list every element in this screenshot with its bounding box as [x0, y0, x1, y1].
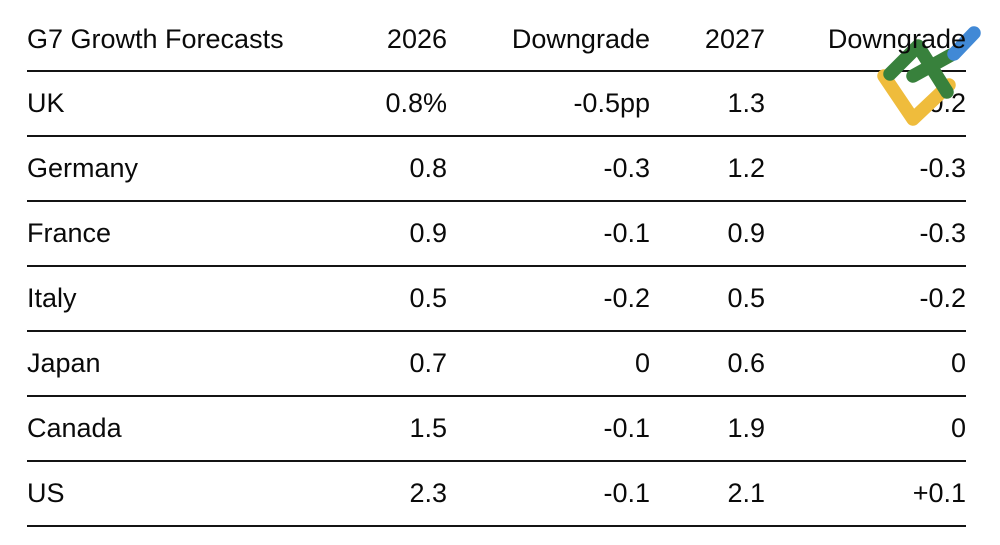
cell-downgrade-2027: +0.1 — [765, 461, 966, 527]
cell-country: Japan — [27, 331, 257, 397]
cell-2026: 2.3 — [257, 461, 447, 527]
cell-2026: 1.5 — [257, 396, 447, 462]
cell-2027: 0.6 — [650, 331, 765, 397]
cell-country: Germany — [27, 136, 257, 202]
table-title: G7 Growth Forecasts — [27, 9, 284, 72]
logo-green-diagonal-icon — [906, 48, 958, 83]
logo-yellow-check-icon — [877, 69, 956, 126]
cell-2027: 2.1 — [650, 461, 765, 527]
cell-2027: 1.3 — [650, 71, 765, 137]
cell-2026: 0.9 — [257, 201, 447, 267]
forecast-table: G7 Growth Forecasts 2026 Downgrade 2027 … — [27, 9, 966, 527]
table-row-germany: Germany 0.8 -0.3 1.2 -0.3 — [27, 136, 966, 202]
cell-country: France — [27, 201, 257, 267]
table-row-us: US 2.3 -0.1 2.1 +0.1 — [27, 461, 966, 527]
cell-downgrade-2026: -0.1 — [447, 396, 650, 462]
cell-2027: 1.2 — [650, 136, 765, 202]
cell-downgrade-2026: 0 — [447, 331, 650, 397]
cell-2026: 0.8% — [257, 71, 447, 137]
cell-downgrade-2026: -0.1 — [447, 461, 650, 527]
cell-2027: 0.5 — [650, 266, 765, 332]
table-header-row: G7 Growth Forecasts 2026 Downgrade 2027 … — [27, 9, 966, 72]
cell-downgrade-2027: 0 — [765, 331, 966, 397]
cell-downgrade-2026: -0.5pp — [447, 71, 650, 137]
cell-downgrade-2027: 0 — [765, 396, 966, 462]
cell-country: US — [27, 461, 257, 527]
cell-2026: 0.7 — [257, 331, 447, 397]
cell-country: Italy — [27, 266, 257, 332]
cell-2027: 1.9 — [650, 396, 765, 462]
column-header-downgrade-2026: Downgrade — [447, 9, 650, 72]
litefinance-logo-icon — [877, 26, 981, 126]
cell-downgrade-2026: -0.1 — [447, 201, 650, 267]
column-header-2026: 2026 — [257, 9, 447, 72]
cell-2027: 0.9 — [650, 201, 765, 267]
cell-downgrade-2026: -0.3 — [447, 136, 650, 202]
table-row-japan: Japan 0.7 0 0.6 0 — [27, 331, 966, 397]
cell-country: Canada — [27, 396, 257, 462]
column-header-2027: 2027 — [650, 9, 765, 72]
cell-2026: 0.5 — [257, 266, 447, 332]
cell-downgrade-2026: -0.2 — [447, 266, 650, 332]
cell-country: UK — [27, 71, 257, 137]
logo-blue-tip-icon — [947, 26, 981, 61]
table-row-france: France 0.9 -0.1 0.9 -0.3 — [27, 201, 966, 267]
cell-downgrade-2027: -0.3 — [765, 201, 966, 267]
cell-2026: 0.8 — [257, 136, 447, 202]
logo-green-peak-icon — [883, 39, 954, 99]
table-row-canada: Canada 1.5 -0.1 1.9 0 — [27, 396, 966, 462]
cell-downgrade-2027: -0.2 — [765, 266, 966, 332]
cell-downgrade-2027: -0.3 — [765, 136, 966, 202]
table-row-italy: Italy 0.5 -0.2 0.5 -0.2 — [27, 266, 966, 332]
table-row-uk: UK 0.8% -0.5pp 1.3 -0.2 — [27, 71, 966, 137]
